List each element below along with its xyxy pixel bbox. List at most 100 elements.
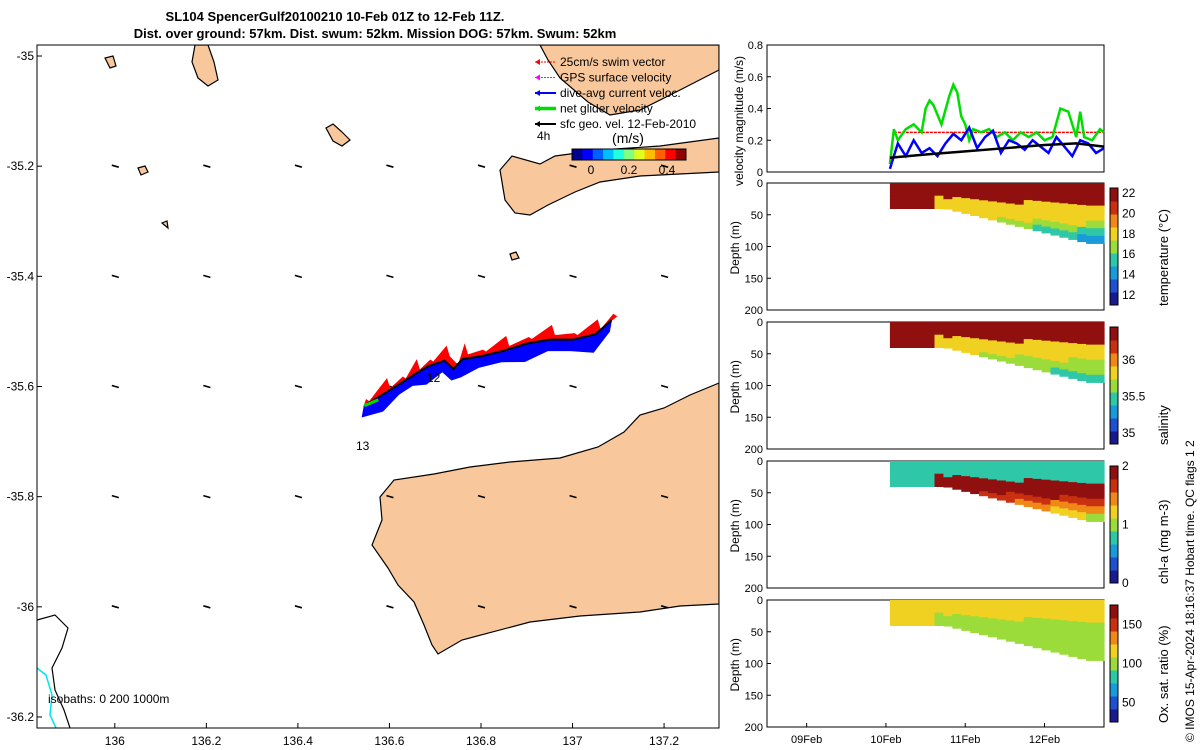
section-cell — [1005, 342, 1016, 349]
section-cell — [1059, 223, 1069, 231]
section-cell — [1068, 322, 1078, 330]
section-cell — [943, 183, 953, 187]
section-cell — [1068, 225, 1078, 233]
section-colorbar-swatch — [1110, 657, 1118, 671]
section-cell — [996, 336, 1007, 343]
section-cell — [1005, 635, 1016, 642]
section-cell — [1050, 473, 1060, 482]
section-cell — [898, 600, 909, 604]
section-colorbar-swatch — [1110, 279, 1118, 293]
section-cell — [1077, 497, 1087, 506]
section-cell — [1014, 193, 1025, 200]
section-cell — [907, 612, 918, 617]
section-cell — [943, 603, 953, 608]
section-cell — [889, 483, 900, 487]
section-cell — [970, 330, 980, 335]
section-cell — [988, 183, 998, 189]
geo-velocity-arrow — [111, 384, 120, 389]
section-cell — [1041, 353, 1052, 360]
section-cell — [996, 192, 1007, 199]
map-ytick-label: -35.8 — [7, 490, 35, 504]
section-cell — [934, 476, 945, 481]
section-cell — [925, 189, 936, 194]
section-cell — [1023, 495, 1034, 502]
section-cell — [1059, 369, 1069, 377]
section-cell — [952, 603, 962, 608]
geo-velocity-arrow — [477, 605, 486, 609]
section-cell — [1077, 365, 1087, 374]
chart-title-line2: Dist. over ground: 57km. Dist. swum: 52k… — [133, 26, 617, 41]
section-cell — [988, 322, 998, 328]
section-cell — [907, 198, 918, 203]
section-cell — [1059, 335, 1069, 343]
section-cell — [925, 337, 936, 342]
geo-velocity-arrow — [660, 384, 669, 389]
section-cell — [1086, 352, 1096, 361]
section-cell — [1095, 329, 1105, 338]
section-cell — [1077, 468, 1087, 477]
section-cell — [1077, 226, 1087, 235]
section-cell — [1014, 349, 1025, 356]
section-cell — [1041, 226, 1052, 234]
section-cell — [1023, 478, 1034, 485]
section-cell — [1059, 349, 1069, 357]
section-cell — [925, 186, 936, 190]
section-cell — [1077, 461, 1087, 469]
section-colorbar-tick: 35 — [1122, 426, 1136, 440]
legend-label: dive-avg current veloc. — [560, 86, 681, 100]
section-colorbar-tick: 50 — [1122, 696, 1136, 710]
section-cell — [961, 618, 971, 624]
section-cell — [1023, 489, 1034, 496]
section-cell — [1086, 329, 1096, 338]
section-cell — [996, 624, 1007, 630]
legend-arrowhead — [535, 121, 540, 127]
section-cell — [961, 344, 971, 350]
section-cell — [1014, 354, 1025, 361]
section-cell — [898, 186, 909, 190]
section-cell — [1050, 183, 1060, 191]
section-cell — [1068, 614, 1078, 622]
section-cell — [970, 187, 980, 192]
section-cell — [1086, 600, 1096, 609]
geo-velocity-arrow — [569, 494, 577, 499]
section-cell — [1014, 327, 1025, 334]
section-cell — [952, 325, 962, 330]
section-cell — [1059, 342, 1069, 350]
section-cell — [925, 202, 936, 206]
section-cell — [907, 331, 918, 336]
section-cell — [1068, 211, 1078, 219]
section-cell — [898, 189, 909, 194]
section-cell — [1095, 213, 1105, 222]
section-cell — [961, 183, 971, 188]
section-cell — [1014, 498, 1025, 505]
section-cell — [979, 191, 989, 197]
section-cell — [1032, 629, 1043, 637]
colorbar-frame — [571, 148, 687, 161]
section-cell — [889, 183, 900, 187]
section-cell — [1086, 359, 1096, 368]
geo-velocity-arrow — [569, 274, 577, 279]
section-colorbar-swatch — [1110, 292, 1118, 306]
section-cell — [996, 480, 1007, 486]
section-cell — [952, 607, 962, 612]
geo-velocity-arrow — [111, 164, 120, 168]
colorbar-swatch — [603, 149, 614, 160]
section-cell — [1050, 467, 1060, 475]
section-cell — [1086, 506, 1096, 515]
section-cell — [898, 341, 909, 345]
section-cell — [1032, 218, 1043, 226]
section-cell — [907, 603, 918, 607]
section-colorbar-tick: 14 — [1122, 267, 1136, 281]
section-cell — [907, 186, 918, 190]
section-cell — [970, 338, 980, 343]
section-cell — [925, 328, 936, 333]
section-cell — [1059, 501, 1069, 509]
section-cell — [1014, 215, 1025, 222]
section-colorbar-tick: 20 — [1122, 206, 1136, 220]
section-colorbar-tick: 22 — [1122, 186, 1136, 200]
section-cell — [970, 203, 980, 208]
islet-3 — [137, 165, 149, 176]
section-cell — [970, 199, 980, 204]
section-cell — [1041, 322, 1052, 329]
